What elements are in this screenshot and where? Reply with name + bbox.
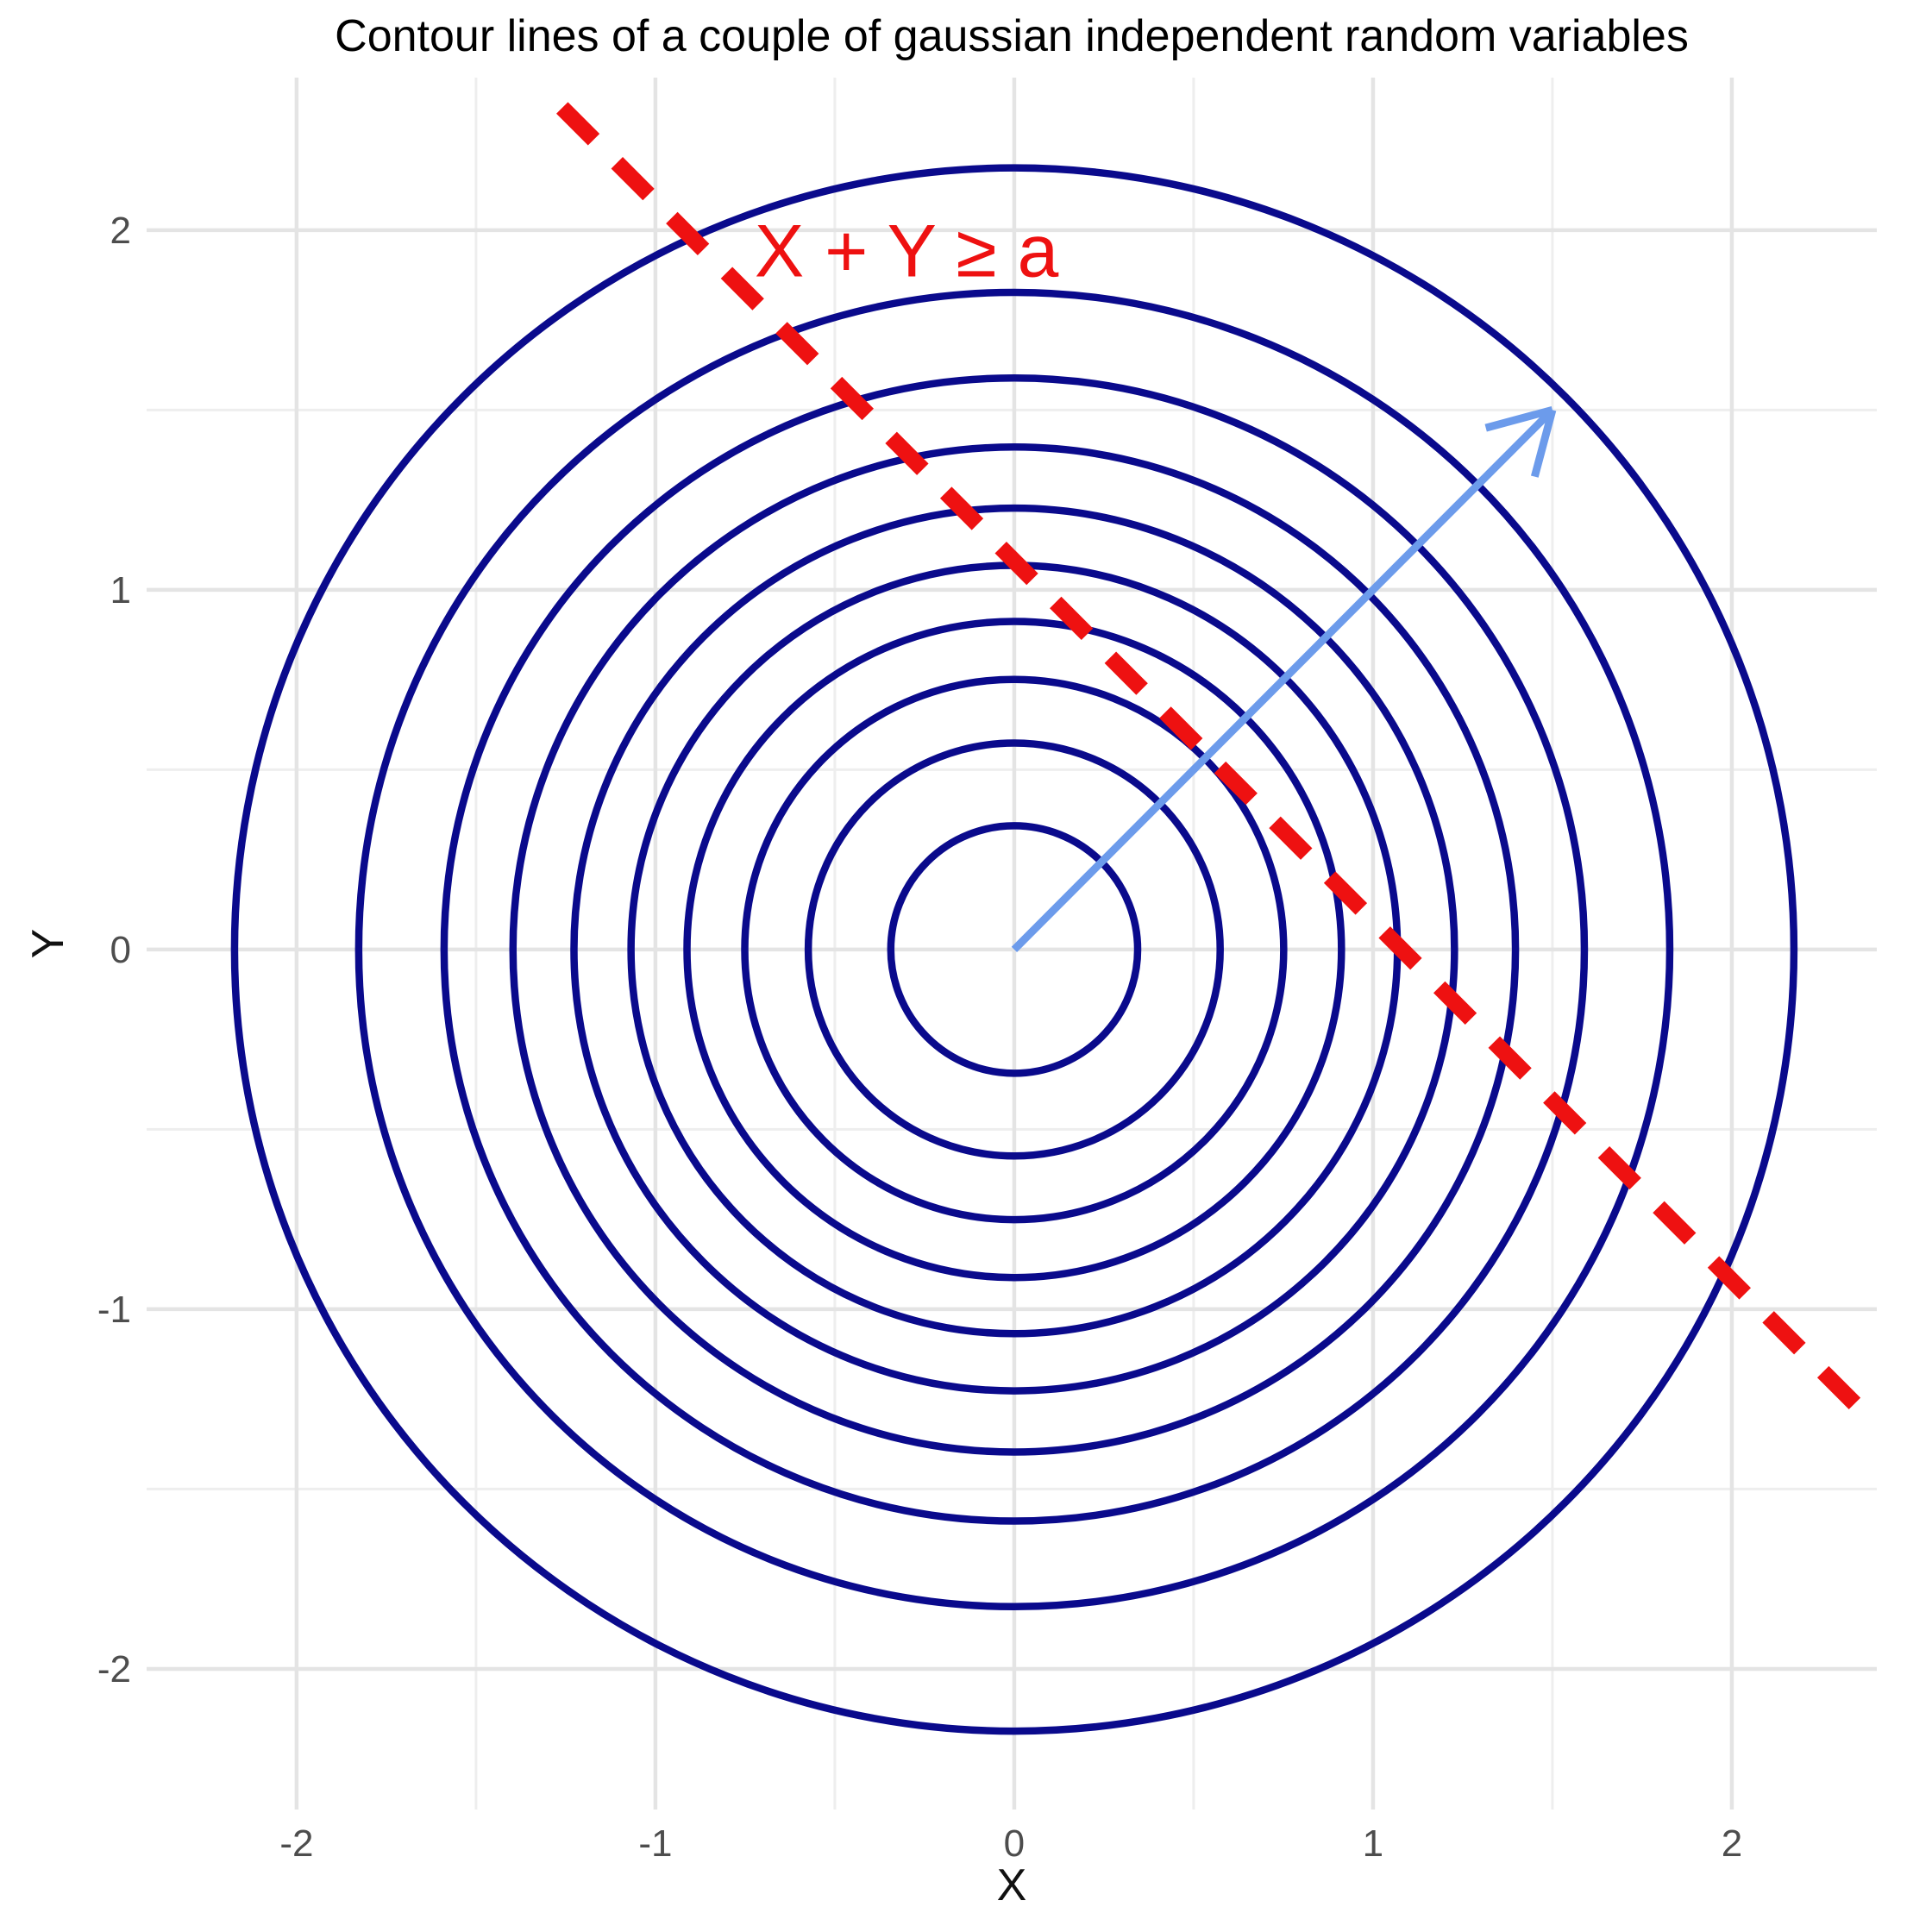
arrow-head-barb: [1530, 409, 1557, 478]
x-axis-tick-labels: -2 -1 0 1 2: [279, 1822, 1742, 1865]
x-axis-title: X: [996, 1860, 1027, 1910]
x-tick-label: 1: [1363, 1822, 1383, 1865]
contour-circle: [509, 443, 1520, 1456]
contour-circles: [230, 164, 1798, 1735]
minor-gridlines: [147, 78, 1877, 1810]
y-tick-label: 1: [110, 569, 131, 612]
contour-circle: [887, 822, 1142, 1077]
contour-circle: [683, 618, 1346, 1282]
x-tick-label: -2: [279, 1822, 313, 1865]
y-tick-label: 0: [110, 929, 131, 971]
constraint-dashed-line: [556, 102, 1874, 1423]
major-gridlines: [147, 78, 1877, 1810]
y-tick-label: -2: [97, 1648, 131, 1690]
x-tick-label: 0: [1004, 1822, 1025, 1865]
y-axis-tick-labels: -2 -1 0 1 2: [97, 210, 131, 1690]
contour-circle: [804, 739, 1224, 1160]
constraint-line: [556, 102, 1874, 1423]
chart-title: Contour lines of a couple of gaussian in…: [335, 11, 1689, 61]
contour-circle: [440, 373, 1589, 1525]
x-tick-label: -1: [638, 1822, 672, 1865]
arrow-head-barb: [1484, 405, 1554, 432]
contour-circle: [354, 288, 1674, 1611]
contour-circle: [741, 675, 1288, 1224]
contour-circle: [230, 164, 1798, 1735]
y-tick-label: -1: [97, 1289, 131, 1331]
y-tick-label: 2: [110, 210, 131, 252]
arrow-shaft: [1011, 407, 1556, 953]
direction-arrow: [1011, 405, 1557, 953]
inequality-label: X + Y ≥ a: [754, 210, 1059, 293]
contour-circle: [570, 504, 1458, 1395]
y-axis-title: Y: [23, 928, 73, 959]
x-tick-label: 2: [1722, 1822, 1742, 1865]
